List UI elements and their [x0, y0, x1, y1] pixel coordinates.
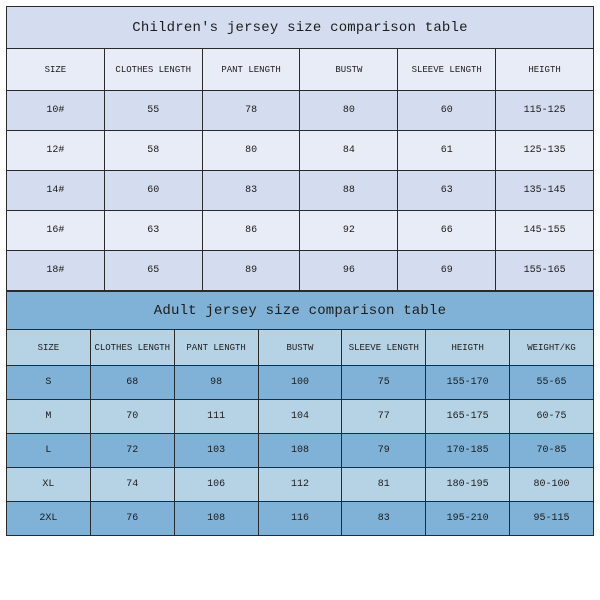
adult-title-row: Adult jersey size comparison table	[7, 292, 594, 330]
cell: 125-135	[496, 131, 594, 171]
cell: 195-210	[426, 502, 510, 536]
cell: 95-115	[510, 502, 594, 536]
cell: 60	[398, 91, 496, 131]
cell: 2XL	[7, 502, 91, 536]
cell: 55	[104, 91, 202, 131]
header-clothes-length: CLOTHES LENGTH	[104, 49, 202, 91]
header-height: HEIGTH	[496, 49, 594, 91]
header-sleeve-length: SLEEVE LENGTH	[398, 49, 496, 91]
header-bust: BUSTW	[258, 330, 342, 366]
cell: 83	[342, 502, 426, 536]
cell: 61	[398, 131, 496, 171]
cell: 98	[174, 366, 258, 400]
header-pant-length: PANT LENGTH	[202, 49, 300, 91]
cell: 69	[398, 251, 496, 291]
cell: 18#	[7, 251, 105, 291]
cell: 103	[174, 434, 258, 468]
cell: 180-195	[426, 468, 510, 502]
table-row: 10# 55 78 80 60 115-125	[7, 91, 594, 131]
adult-title: Adult jersey size comparison table	[7, 292, 594, 330]
cell: 111	[174, 400, 258, 434]
cell: 170-185	[426, 434, 510, 468]
cell: M	[7, 400, 91, 434]
table-row: 2XL 76 108 116 83 195-210 95-115	[7, 502, 594, 536]
header-size: SIZE	[7, 49, 105, 91]
cell: 16#	[7, 211, 105, 251]
table-row: M 70 111 104 77 165-175 60-75	[7, 400, 594, 434]
header-size: SIZE	[7, 330, 91, 366]
cell: S	[7, 366, 91, 400]
header-weight: WEIGHT/KG	[510, 330, 594, 366]
cell: 70	[90, 400, 174, 434]
cell: 155-170	[426, 366, 510, 400]
adult-size-table: Adult jersey size comparison table SIZE …	[6, 291, 594, 536]
cell: 92	[300, 211, 398, 251]
adult-header-row: SIZE CLOTHES LENGTH PANT LENGTH BUSTW SL…	[7, 330, 594, 366]
cell: 63	[104, 211, 202, 251]
cell: 80	[202, 131, 300, 171]
cell: 79	[342, 434, 426, 468]
cell: 108	[174, 502, 258, 536]
cell: L	[7, 434, 91, 468]
cell: 155-165	[496, 251, 594, 291]
cell: 63	[398, 171, 496, 211]
cell: 115-125	[496, 91, 594, 131]
cell: 88	[300, 171, 398, 211]
cell: 106	[174, 468, 258, 502]
cell: 165-175	[426, 400, 510, 434]
cell: 74	[90, 468, 174, 502]
cell: 135-145	[496, 171, 594, 211]
header-sleeve-length: SLEEVE LENGTH	[342, 330, 426, 366]
table-row: 16# 63 86 92 66 145-155	[7, 211, 594, 251]
cell: 10#	[7, 91, 105, 131]
cell: 55-65	[510, 366, 594, 400]
cell: 65	[104, 251, 202, 291]
cell: 104	[258, 400, 342, 434]
header-height: HEIGTH	[426, 330, 510, 366]
header-pant-length: PANT LENGTH	[174, 330, 258, 366]
cell: 116	[258, 502, 342, 536]
cell: 86	[202, 211, 300, 251]
cell: 80-100	[510, 468, 594, 502]
cell: 83	[202, 171, 300, 211]
cell: 70-85	[510, 434, 594, 468]
table-row: 18# 65 89 96 69 155-165	[7, 251, 594, 291]
cell: 66	[398, 211, 496, 251]
cell: 100	[258, 366, 342, 400]
cell: 60-75	[510, 400, 594, 434]
cell: 81	[342, 468, 426, 502]
cell: 75	[342, 366, 426, 400]
children-header-row: SIZE CLOTHES LENGTH PANT LENGTH BUSTW SL…	[7, 49, 594, 91]
cell: 78	[202, 91, 300, 131]
cell: 68	[90, 366, 174, 400]
table-row: L 72 103 108 79 170-185 70-85	[7, 434, 594, 468]
table-row: 12# 58 80 84 61 125-135	[7, 131, 594, 171]
table-row: 14# 60 83 88 63 135-145	[7, 171, 594, 211]
table-row: XL 74 106 112 81 180-195 80-100	[7, 468, 594, 502]
cell: XL	[7, 468, 91, 502]
cell: 77	[342, 400, 426, 434]
cell: 72	[90, 434, 174, 468]
cell: 145-155	[496, 211, 594, 251]
cell: 112	[258, 468, 342, 502]
children-title: Children's jersey size comparison table	[7, 7, 594, 49]
children-size-table: Children's jersey size comparison table …	[6, 6, 594, 291]
cell: 80	[300, 91, 398, 131]
cell: 76	[90, 502, 174, 536]
header-bust: BUSTW	[300, 49, 398, 91]
cell: 89	[202, 251, 300, 291]
table-row: S 68 98 100 75 155-170 55-65	[7, 366, 594, 400]
cell: 14#	[7, 171, 105, 211]
cell: 108	[258, 434, 342, 468]
header-clothes-length: CLOTHES LENGTH	[90, 330, 174, 366]
cell: 96	[300, 251, 398, 291]
children-title-row: Children's jersey size comparison table	[7, 7, 594, 49]
cell: 60	[104, 171, 202, 211]
cell: 12#	[7, 131, 105, 171]
cell: 84	[300, 131, 398, 171]
cell: 58	[104, 131, 202, 171]
size-chart-wrapper: Children's jersey size comparison table …	[0, 0, 600, 600]
